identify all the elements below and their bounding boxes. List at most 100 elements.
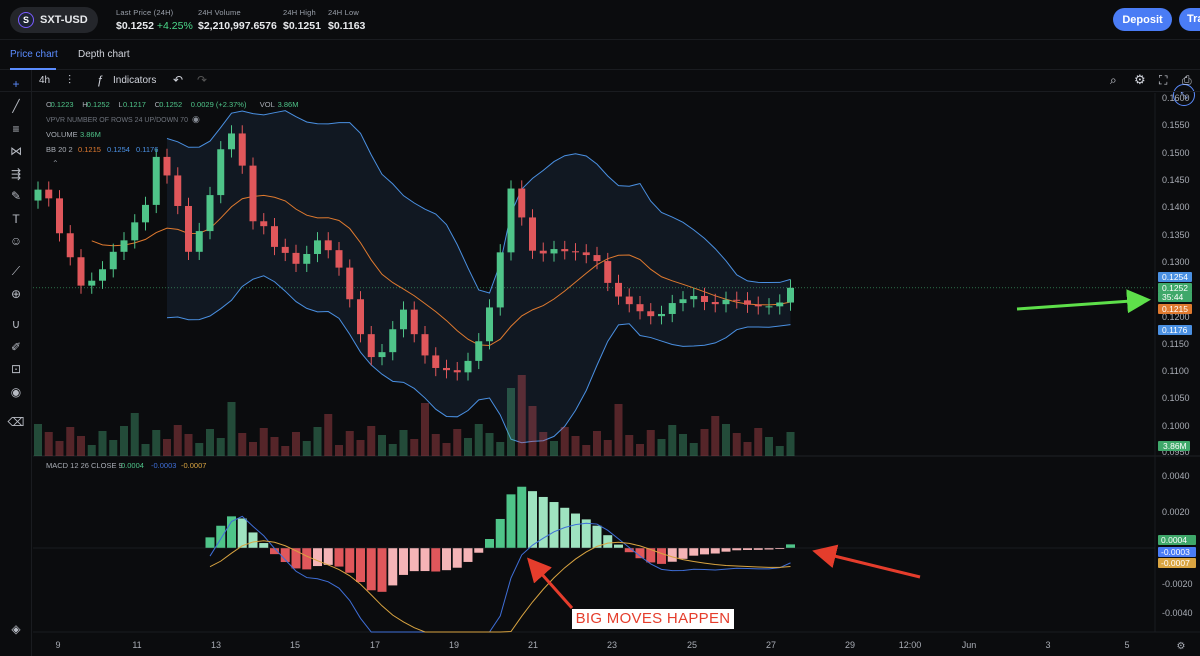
candle-body bbox=[142, 204, 149, 223]
tab-price-chart[interactable]: Price chart bbox=[10, 49, 58, 60]
volume-bar bbox=[378, 435, 386, 456]
volume-bar bbox=[786, 432, 795, 456]
ruler-icon[interactable]: ⟋ bbox=[11, 263, 21, 278]
candle-body bbox=[658, 313, 665, 317]
magnet-icon[interactable]: ∪ bbox=[11, 317, 21, 331]
deposit-button[interactable]: Deposit bbox=[1113, 8, 1172, 31]
volume-bar bbox=[34, 424, 42, 456]
volume-bar bbox=[66, 427, 75, 456]
macd-histogram-bar bbox=[259, 543, 269, 548]
candle-body bbox=[260, 221, 268, 227]
candle-body bbox=[615, 282, 622, 297]
layers-icon[interactable]: ◈ bbox=[11, 622, 21, 636]
eye-icon[interactable]: ◉ bbox=[10, 385, 22, 399]
redo-icon[interactable]: ↷ bbox=[197, 73, 208, 87]
volume-legend-value: 3.86M bbox=[80, 130, 101, 139]
macd-histogram-bar bbox=[592, 525, 602, 548]
lock-icon[interactable]: ⊡ bbox=[10, 362, 22, 376]
price-tag bbox=[1158, 304, 1192, 314]
volume-bar bbox=[732, 433, 741, 456]
volume-bar bbox=[582, 445, 591, 456]
tab-depth-chart[interactable]: Depth chart bbox=[78, 49, 130, 60]
gear-icon[interactable]: ⚙ bbox=[1134, 72, 1146, 87]
parallel-lines-icon[interactable]: ≡ bbox=[12, 122, 20, 136]
candle-body bbox=[367, 334, 375, 358]
macd-histogram-bar bbox=[786, 544, 795, 548]
search-icon[interactable]: ⌕ bbox=[1110, 73, 1117, 87]
macd-axis-label: 0.0040 bbox=[1162, 471, 1190, 481]
volume-bar bbox=[216, 438, 225, 456]
volume-bar bbox=[550, 441, 558, 456]
price-axis-label: 0.1300 bbox=[1162, 257, 1190, 267]
bollinger-fill bbox=[167, 110, 791, 443]
candle-body bbox=[690, 295, 698, 300]
indicators-icon[interactable]: ƒ bbox=[97, 73, 104, 87]
draw-lock-icon[interactable]: ✐ bbox=[10, 340, 22, 354]
candle-style-icon[interactable]: ⫶ bbox=[68, 73, 72, 87]
fullscreen-icon[interactable]: ⛶ bbox=[1159, 73, 1168, 87]
trade-button[interactable]: Tra bbox=[1179, 8, 1200, 31]
zoom-in-icon[interactable]: ⊕ bbox=[10, 287, 22, 301]
candle-body bbox=[357, 299, 364, 335]
macd-histogram-bar bbox=[420, 548, 430, 572]
time-axis-label: 12:00 bbox=[899, 640, 922, 650]
macd-histogram-bar bbox=[345, 548, 355, 573]
brush-icon[interactable]: ✎ bbox=[10, 189, 22, 203]
volume-bar bbox=[636, 444, 644, 456]
stat-low: 24H Low $0.1163 bbox=[328, 8, 365, 32]
bollinger-lower-line bbox=[166, 275, 791, 444]
macd-tag bbox=[1158, 535, 1196, 545]
volume-bar bbox=[700, 429, 709, 456]
price-axis-label: 0.1200 bbox=[1162, 312, 1190, 322]
macd-histogram-bar bbox=[571, 513, 580, 548]
pattern-icon[interactable]: ⋈ bbox=[10, 144, 22, 158]
macd-histogram-bar bbox=[366, 548, 376, 591]
macd-histogram-bar bbox=[356, 548, 365, 583]
settings-icon: ⚙ bbox=[1177, 641, 1186, 652]
candle-body bbox=[507, 188, 515, 253]
volume-bar bbox=[560, 427, 569, 456]
macd-histogram-bar bbox=[463, 548, 473, 562]
price-tag-label: 0.1252 bbox=[1162, 283, 1188, 293]
annotation-label: BIG MOVES HAPPEN bbox=[572, 609, 734, 629]
crosshair-icon[interactable]: + bbox=[12, 77, 20, 91]
indicators-button[interactable]: Indicators bbox=[113, 75, 157, 86]
candle-body bbox=[206, 195, 214, 232]
macd-axis-label: 0.0020 bbox=[1162, 507, 1190, 517]
candle-body bbox=[378, 352, 386, 358]
undo-icon[interactable]: ↶ bbox=[173, 73, 184, 87]
emoji-icon[interactable]: ☺ bbox=[9, 234, 23, 248]
projection-icon[interactable]: ⇶ bbox=[10, 167, 22, 181]
candle-body bbox=[572, 251, 579, 253]
collapse-icon[interactable]: ⤡ bbox=[1173, 84, 1195, 106]
macd-histogram-bar bbox=[646, 548, 656, 563]
red-arrow-right bbox=[812, 544, 921, 579]
trend-line-icon[interactable]: ╱ bbox=[12, 99, 20, 113]
volume-bar bbox=[55, 441, 64, 456]
candle-body bbox=[400, 309, 407, 330]
macd-histogram-bar bbox=[743, 548, 752, 550]
camera-icon[interactable]: ⎙ bbox=[1182, 73, 1192, 87]
volume-bar bbox=[281, 446, 290, 456]
volume-bar bbox=[507, 388, 515, 456]
volume-bar bbox=[421, 403, 429, 456]
macd-axis-label: -0.0020 bbox=[1162, 579, 1193, 589]
volume-bar bbox=[614, 404, 623, 456]
macd-histogram-bar bbox=[689, 548, 699, 556]
candle-body bbox=[443, 367, 450, 371]
trash-icon[interactable]: ⌫ bbox=[7, 415, 25, 429]
volume-bar bbox=[593, 431, 601, 456]
candle-body bbox=[66, 233, 74, 258]
volume-bar bbox=[442, 443, 451, 456]
market-selector[interactable]: S SXT-USD bbox=[10, 7, 98, 33]
active-tab-underline bbox=[10, 68, 56, 70]
vpvr-legend: VPVR NUMBER OF ROWS 24 UP/DOWN 70 bbox=[46, 117, 188, 124]
text-icon[interactable]: T bbox=[12, 212, 20, 226]
collapse-legend-icon: ⌃ bbox=[52, 159, 59, 168]
candle-body bbox=[787, 287, 794, 303]
macd-tag-label: 0.0004 bbox=[1161, 535, 1187, 545]
stat-label: 24H Low bbox=[328, 8, 360, 17]
interval-selector[interactable]: 4h bbox=[39, 75, 51, 86]
time-axis-label: 13 bbox=[211, 640, 221, 650]
